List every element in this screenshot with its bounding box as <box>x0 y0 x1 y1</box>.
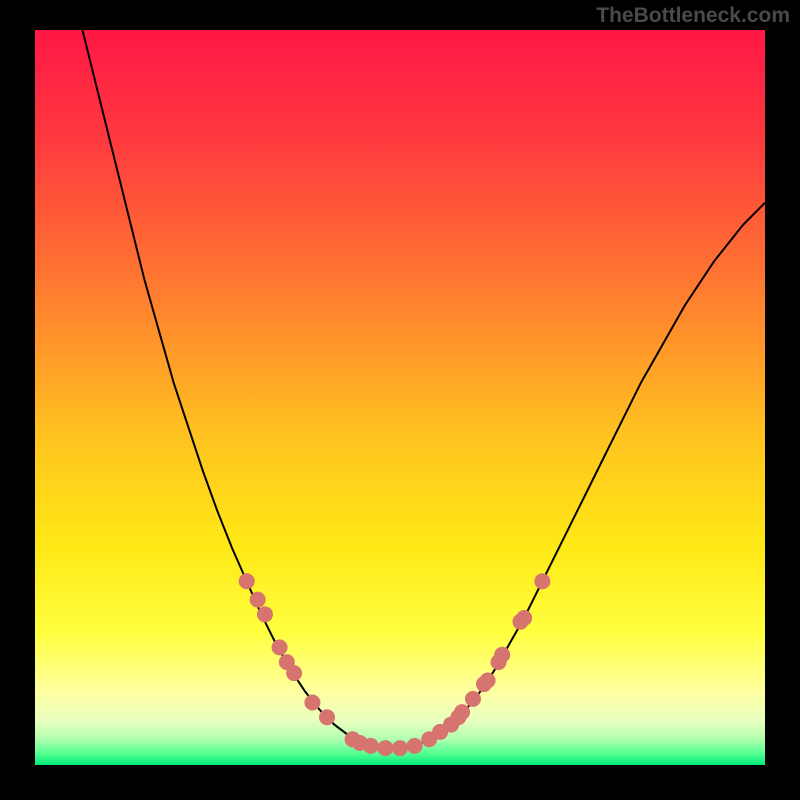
data-markers <box>239 573 551 756</box>
data-marker <box>407 738 423 754</box>
bottleneck-chart <box>35 30 765 765</box>
data-marker <box>272 639 288 655</box>
data-marker <box>286 665 302 681</box>
data-marker <box>250 592 266 608</box>
watermark-text: TheBottleneck.com <box>596 4 790 28</box>
data-marker <box>494 647 510 663</box>
data-marker <box>239 573 255 589</box>
data-marker <box>304 695 320 711</box>
chart-overlay <box>35 30 765 765</box>
data-marker <box>319 709 335 725</box>
data-marker <box>454 704 470 720</box>
data-marker <box>480 672 496 688</box>
data-marker <box>377 740 393 756</box>
data-marker <box>516 610 532 626</box>
data-marker <box>392 740 408 756</box>
bottleneck-curve <box>82 30 765 748</box>
data-marker <box>257 606 273 622</box>
data-marker <box>363 738 379 754</box>
data-marker <box>465 691 481 707</box>
data-marker <box>534 573 550 589</box>
